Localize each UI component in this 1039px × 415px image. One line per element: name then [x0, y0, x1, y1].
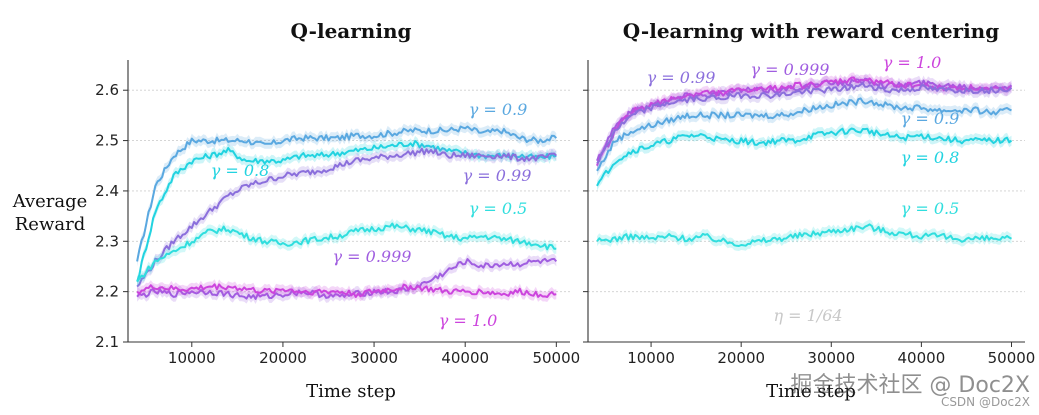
series-line-right	[596, 223, 1012, 247]
series-band-left	[137, 253, 557, 304]
series-label-left: γ = 0.5	[469, 199, 528, 218]
series-band-right	[597, 219, 1012, 251]
series-label-right: γ = 1.0	[883, 53, 942, 72]
y-tick-label: 2.4	[95, 182, 119, 200]
x-tick-label-left: 10000	[168, 349, 216, 367]
series-label-right: γ = 0.99	[647, 68, 716, 87]
x-axis-label-right: Time step	[766, 381, 856, 402]
y-tick-label: 2.2	[95, 283, 119, 301]
y-tick-label: 2.1	[95, 333, 119, 351]
series-line-left	[136, 147, 558, 288]
x-tick-label-right: 40000	[898, 349, 946, 367]
series-label-right: γ = 0.9	[901, 109, 960, 128]
x-tick-label-right: 30000	[807, 349, 855, 367]
series-band-left	[137, 121, 557, 267]
y-tick-label: 2.6	[95, 81, 119, 99]
series-line-left	[136, 283, 557, 298]
series-line-right	[596, 82, 1013, 164]
x-tick-label-left: 50000	[532, 349, 580, 367]
series-label-left: γ = 0.9	[469, 100, 528, 119]
series-line-right	[596, 127, 1013, 187]
x-tick-label-left: 40000	[441, 349, 489, 367]
x-tick-label-left: 20000	[259, 349, 307, 367]
x-tick-label-left: 30000	[350, 349, 398, 367]
y-axis-label-line-2: Reward	[15, 214, 85, 235]
y-axis-label-line-1: Average	[12, 191, 88, 212]
series-band-left	[137, 136, 557, 287]
x-axis-label-left: Time step	[306, 381, 396, 402]
series-band-right	[597, 123, 1012, 191]
watermark-main: 掘金技术社区 @ Doc2X	[790, 373, 1030, 398]
series-band-right	[597, 72, 1012, 171]
series-label-left: γ = 0.8	[211, 161, 270, 180]
x-tick-label-right: 20000	[717, 349, 765, 367]
series-label-right: γ = 0.8	[901, 148, 960, 167]
series-band-right	[597, 73, 1012, 166]
watermark-sub: CSDN @Doc2X	[941, 395, 1030, 409]
series-label-left: γ = 0.99	[463, 166, 532, 185]
series-label-left: γ = 1.0	[439, 311, 498, 330]
plot-panel-left: 2.1 2.2 2.3 2.4 2.5 2.6 10000 20000 30000 40000 50…	[95, 60, 580, 367]
x-tick-label-right: 50000	[988, 349, 1036, 367]
plot-panel-right: 10000 20000 30000 40000 50000 γ = 0.999 γ = 1.…	[583, 53, 1035, 367]
chart-title-right: Q-learning with reward centering	[623, 19, 999, 43]
chart-title-left: Q-learning	[291, 19, 412, 43]
series-line-right	[596, 97, 1012, 172]
series-band-left	[137, 143, 557, 292]
series-label-left: γ = 0.999	[333, 247, 412, 266]
y-tick-label: 2.3	[95, 232, 119, 250]
series-label-right: γ = 0.999	[751, 60, 830, 79]
series-label-right: γ = 0.5	[901, 199, 960, 218]
y-tick-label: 2.5	[95, 132, 119, 150]
series-line-left	[136, 125, 558, 262]
eta-annotation: η = 1/64	[773, 306, 842, 325]
series-band-left	[137, 279, 557, 302]
x-tick-label-right: 10000	[627, 349, 675, 367]
series-line-left	[136, 222, 557, 283]
